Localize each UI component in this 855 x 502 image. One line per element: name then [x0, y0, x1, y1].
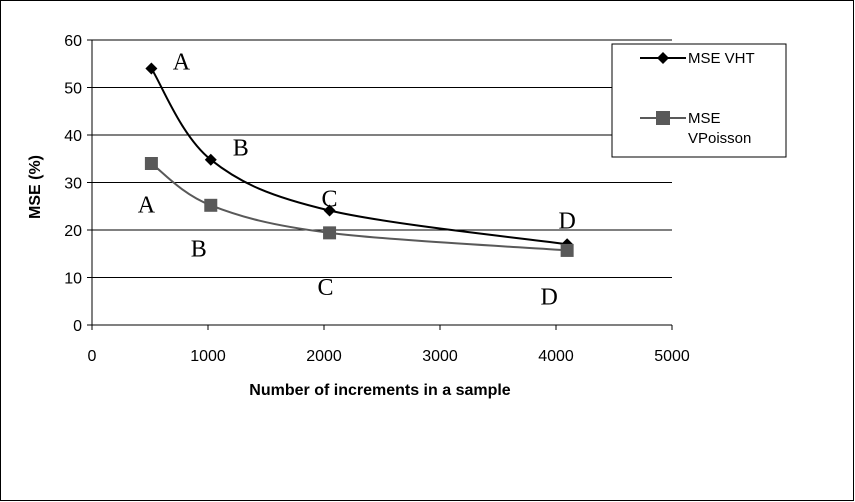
y-tick-label: 10 — [64, 271, 82, 288]
data-point-diamond — [323, 204, 336, 217]
legend-box — [611, 43, 787, 158]
x-tick-label: 4000 — [538, 348, 574, 365]
legend-label: VPoisson — [688, 130, 751, 147]
y-tick-label: 60 — [64, 33, 82, 50]
data-point-square — [560, 243, 574, 257]
data-point-square — [204, 198, 218, 212]
series-line — [150, 67, 568, 246]
legend-label: MSE VHT — [688, 50, 755, 67]
legend-label: MSE — [688, 110, 721, 127]
x-tick-label: 0 — [88, 348, 97, 365]
data-point-square — [144, 157, 158, 170]
plot-area — [144, 62, 574, 257]
legend: MSE VHT MSE VPoisson — [611, 43, 787, 158]
tick-labels: 0 10 20 30 40 50 60 0 1000 2000 3000 4000 5000 — [64, 33, 690, 365]
legend-swatch-diamond — [657, 52, 669, 64]
y-tick-label: 50 — [64, 81, 82, 98]
x-axis-title: Number of increments in a sample — [249, 382, 511, 399]
data-point-square — [323, 226, 337, 240]
legend-swatch-square — [656, 111, 670, 125]
point-label: D — [558, 208, 575, 234]
point-label: A — [173, 50, 191, 76]
y-tick-label: 40 — [64, 128, 82, 145]
y-tick-label: 0 — [73, 318, 82, 335]
y-tick-label: 20 — [64, 223, 82, 240]
y-axis-title: MSE (%) — [27, 155, 44, 219]
y-tick-label: 30 — [64, 176, 82, 193]
point-label: D — [540, 284, 557, 310]
axes — [87, 39, 673, 330]
point-label: A — [138, 193, 156, 219]
point-label: B — [233, 136, 249, 162]
x-tick-label: 2000 — [306, 348, 342, 365]
data-point-diamond — [204, 153, 217, 166]
x-tick-label: 5000 — [654, 348, 690, 365]
point-label: C — [318, 275, 334, 301]
data-point-diamond — [145, 62, 158, 75]
point-labels: A B C D A B C D — [138, 50, 576, 311]
x-tick-label: 3000 — [422, 348, 458, 365]
point-label: B — [191, 236, 207, 262]
series-line — [150, 162, 568, 252]
point-label: C — [322, 187, 338, 213]
gridlines — [92, 39, 672, 278]
x-tick-label: 1000 — [190, 348, 226, 365]
